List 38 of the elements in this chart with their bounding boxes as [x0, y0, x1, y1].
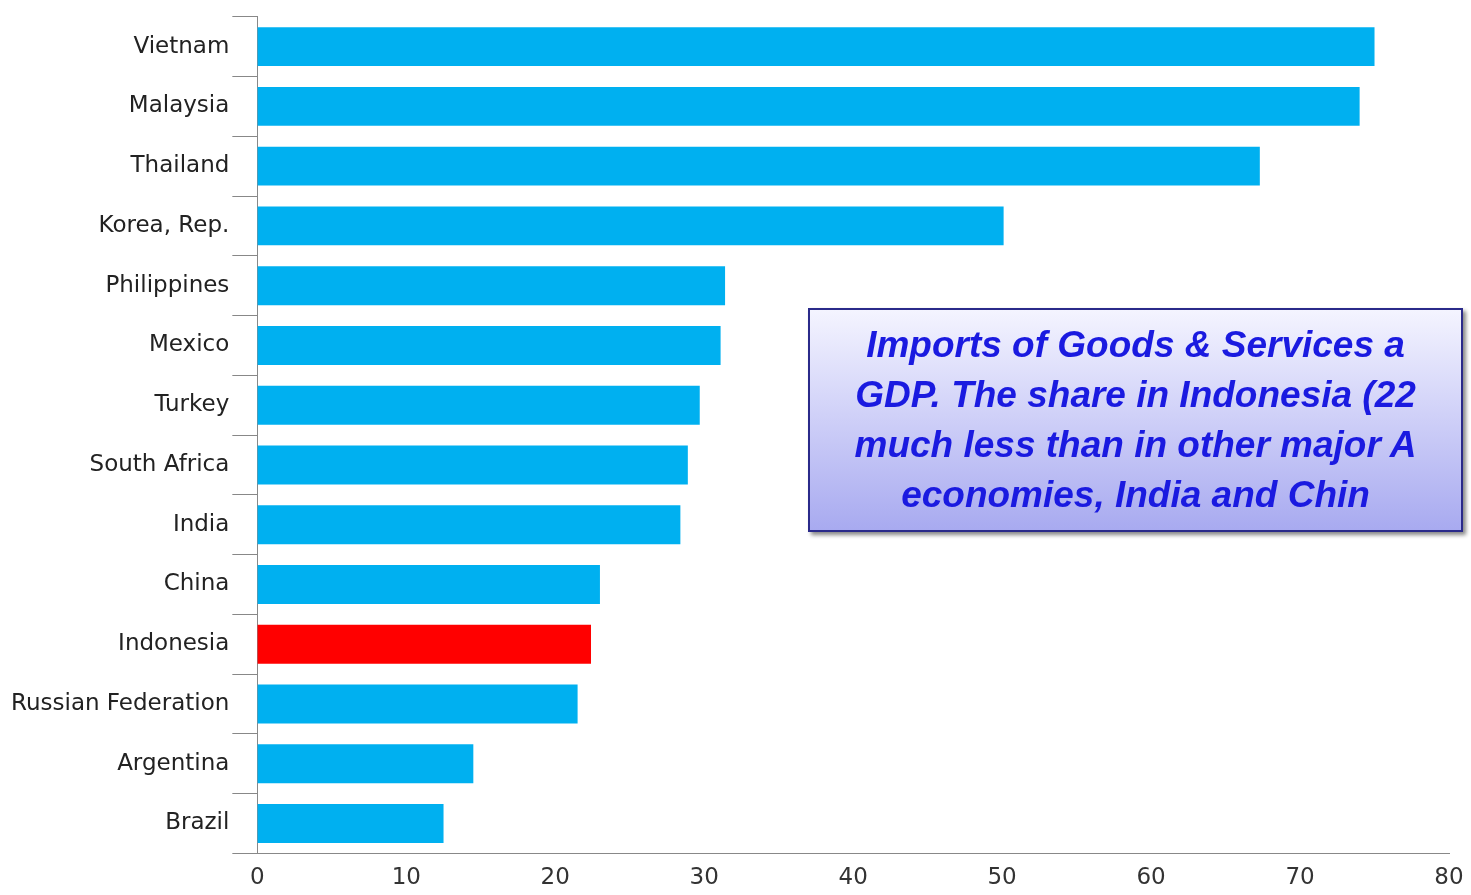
bar [257, 565, 600, 604]
y-tick-label: Mexico [149, 330, 230, 357]
y-tick-label: Malaysia [128, 91, 230, 118]
y-tick-label: Philippines [105, 270, 230, 297]
bar [257, 87, 1360, 126]
bar [257, 804, 444, 843]
x-tick-label: 80 [1434, 863, 1464, 890]
x-tick-label: 10 [391, 863, 421, 890]
y-tick-label: Brazil [165, 808, 230, 835]
y-tick-label: Indonesia [118, 629, 230, 656]
y-tick-label: Russian Federation [11, 688, 230, 715]
y-tick-label: Korea, Rep. [98, 210, 230, 237]
bar [257, 505, 681, 545]
bar [257, 624, 592, 664]
bar [257, 445, 688, 485]
bar [257, 206, 1004, 246]
x-tick-label: 60 [1136, 863, 1166, 890]
bar [257, 266, 726, 306]
x-tick-label: 20 [540, 863, 570, 890]
bar [257, 385, 700, 425]
bar [257, 744, 474, 784]
y-tick-label: India [172, 509, 230, 536]
y-tick-label: South Africa [89, 449, 230, 476]
x-tick-label: 70 [1285, 863, 1315, 890]
y-tick-label: Turkey [153, 390, 230, 417]
bar [257, 684, 578, 724]
x-tick-label: 50 [987, 863, 1017, 890]
y-tick-label: China [163, 569, 230, 596]
x-tick-label: 0 [250, 863, 265, 890]
x-tick-label: 40 [838, 863, 868, 890]
bar [257, 146, 1260, 186]
y-tick-label: Thailand [129, 151, 230, 178]
y-tick-label: Vietnam [133, 31, 230, 58]
annotation: Imports of Goods & Services a GDP. The share in Indonesia (22 much less than in other major A economies, India and Chin [808, 308, 1463, 532]
x-tick-label: 30 [689, 863, 719, 890]
y-tick-label: Argentina [117, 748, 230, 775]
bar [257, 326, 721, 365]
bar [257, 27, 1375, 67]
